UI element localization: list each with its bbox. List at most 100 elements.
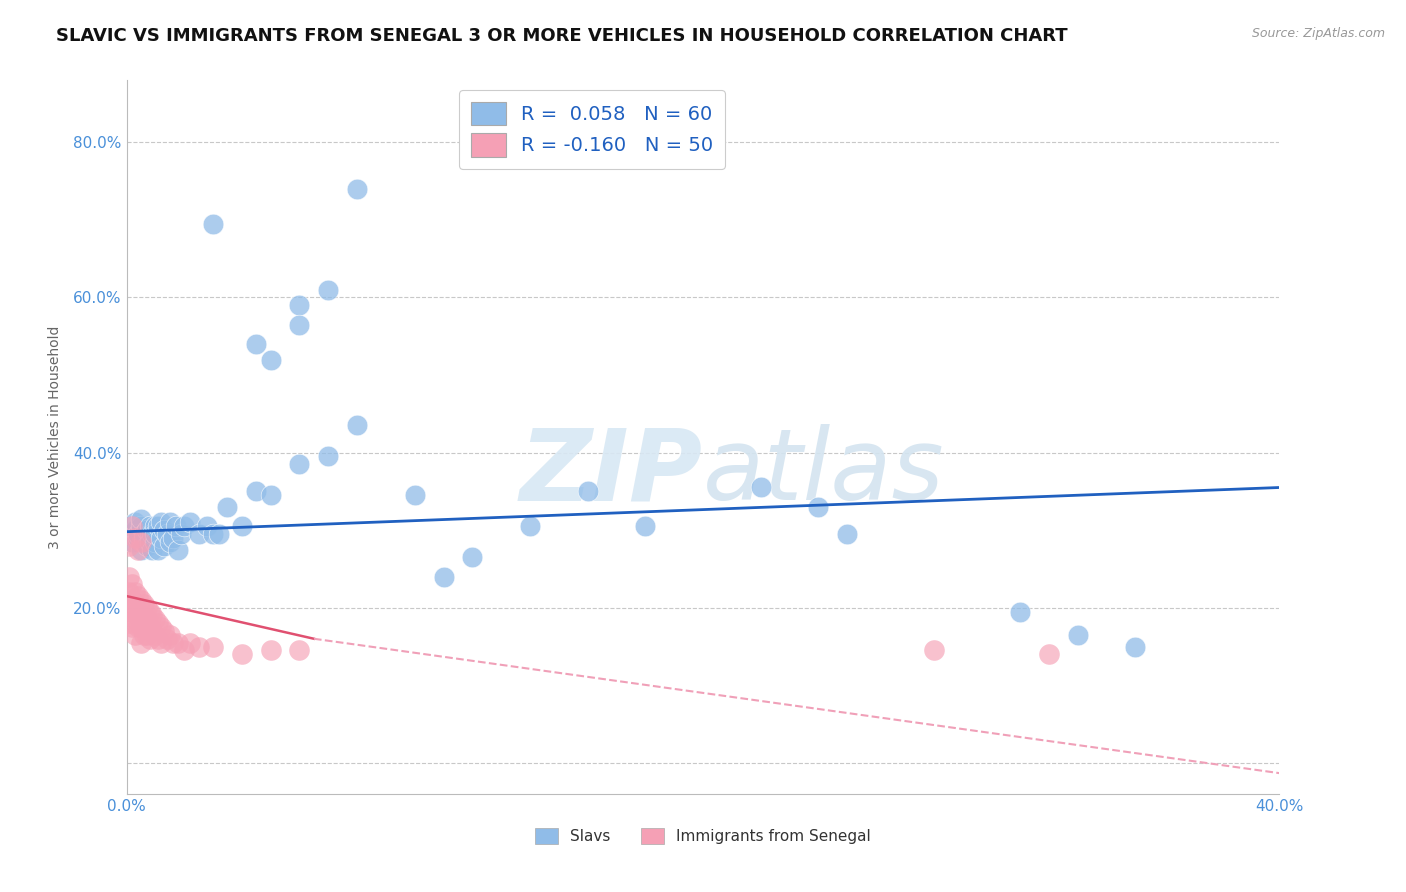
Point [1038,647,1060,661]
Point [288,457,311,471]
Point [634,519,657,533]
Point [127,542,149,557]
Text: SLAVIC VS IMMIGRANTS FROM SENEGAL 3 OR MORE VEHICLES IN HOUSEHOLD CORRELATION CH: SLAVIC VS IMMIGRANTS FROM SENEGAL 3 OR M… [56,27,1069,45]
Point [124,523,146,537]
Point [124,585,146,599]
Point [124,600,146,615]
Point [173,643,195,657]
Point [159,516,181,530]
Point [118,570,141,584]
Point [318,450,340,464]
Point [202,217,225,231]
Point [129,593,152,607]
Point [141,624,163,638]
Y-axis label: 3 or more Vehicles in Household: 3 or more Vehicles in Household [48,326,62,549]
Point [138,605,160,619]
Point [461,550,484,565]
Point [576,484,599,499]
Point [132,527,155,541]
Point [121,519,143,533]
Point [165,519,187,533]
Point [922,643,945,657]
Point [148,616,170,631]
Point [127,605,149,619]
Point [121,534,143,549]
Point [1125,640,1147,654]
Point [127,527,149,541]
Point [141,527,163,541]
Point [127,589,149,603]
Point [145,612,166,626]
Point [195,519,218,533]
Point [202,640,225,654]
Point [138,534,160,549]
Point [121,605,143,619]
Point [132,597,155,611]
Point [231,519,253,533]
Point [118,539,141,553]
Point [156,632,179,646]
Point [118,616,141,631]
Point [129,519,152,533]
Point [187,527,209,541]
Point [346,182,368,196]
Point [433,570,456,584]
Point [132,628,155,642]
Point [150,516,173,530]
Point [167,542,190,557]
Point [135,612,157,626]
Point [124,612,146,626]
Point [179,516,201,530]
Point [173,519,195,533]
Point [150,620,173,634]
Point [288,298,311,312]
Point [129,511,152,525]
Point [145,527,166,541]
Point [127,620,149,634]
Point [217,500,239,514]
Point [288,643,311,657]
Point [245,337,267,351]
Text: Source: ZipAtlas.com: Source: ZipAtlas.com [1251,27,1385,40]
Point [162,635,184,649]
Point [129,542,152,557]
Point [132,612,155,626]
Point [141,608,163,623]
Point [288,318,311,332]
Point [135,600,157,615]
Point [245,484,267,499]
Point [159,628,181,642]
Point [153,523,176,537]
Point [148,519,170,533]
Point [138,519,160,533]
Point [1010,605,1032,619]
Point [129,635,152,649]
Point [132,531,155,545]
Point [121,593,143,607]
Point [127,531,149,545]
Point [129,534,152,549]
Point [187,640,209,654]
Point [153,539,176,553]
Legend: Slavs, Immigrants from Senegal: Slavs, Immigrants from Senegal [529,822,877,850]
Point [150,635,173,649]
Point [749,481,772,495]
Point [129,608,152,623]
Point [141,542,163,557]
Point [145,628,166,642]
Point [132,534,155,549]
Point [318,283,340,297]
Point [138,632,160,646]
Point [259,488,281,502]
Point [148,632,170,646]
Point [346,418,368,433]
Point [404,488,426,502]
Point [162,531,184,545]
Point [835,527,858,541]
Point [138,527,160,541]
Point [150,531,173,545]
Point [170,527,193,541]
Point [202,527,225,541]
Point [259,643,281,657]
Point [124,516,146,530]
